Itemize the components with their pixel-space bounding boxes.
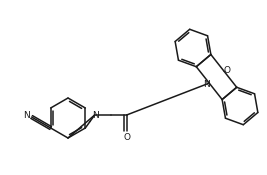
Text: N: N (23, 111, 30, 121)
Text: N: N (92, 111, 99, 121)
Text: N: N (203, 80, 210, 89)
Text: O: O (223, 66, 230, 75)
Text: O: O (123, 134, 130, 142)
